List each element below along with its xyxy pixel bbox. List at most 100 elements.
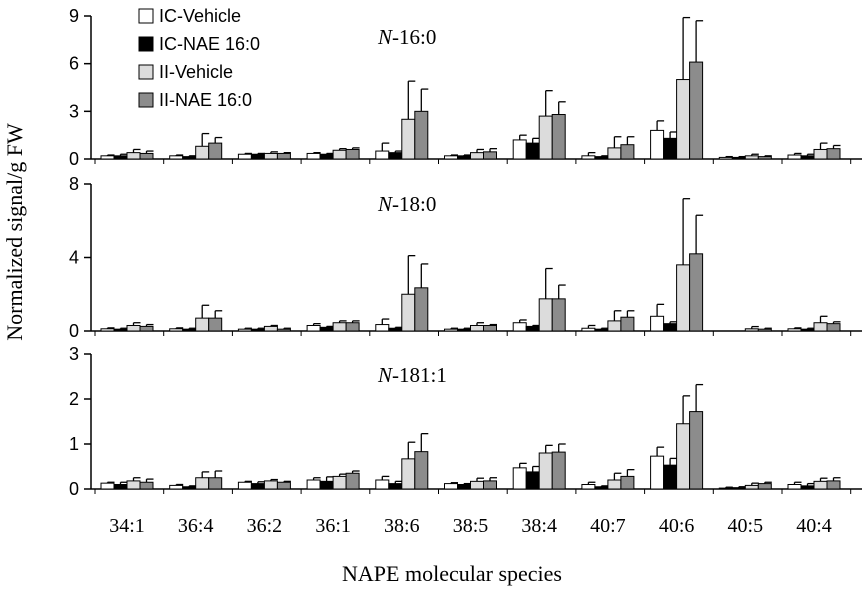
bar (414, 110, 429, 160)
panel-title: N-18:0 (377, 192, 436, 216)
bar (538, 452, 553, 490)
bar (457, 484, 471, 490)
y-tick-label: 3 (69, 344, 79, 364)
bar (620, 144, 635, 160)
bar (401, 458, 416, 490)
bar (470, 152, 484, 160)
category-label: 36:1 (315, 515, 351, 537)
legend-swatch (138, 64, 154, 80)
bar (195, 477, 210, 490)
bar (757, 328, 772, 332)
bar (813, 480, 828, 490)
series-ii-nae-16-0 (139, 383, 841, 490)
bar (800, 485, 815, 490)
bar (113, 328, 128, 332)
bar (444, 483, 458, 490)
bar (676, 79, 691, 160)
bar (663, 323, 678, 332)
bar (512, 139, 527, 160)
bar (332, 322, 347, 332)
bar (620, 475, 635, 490)
panel-title-suffix: -18:0 (392, 192, 436, 216)
bar (100, 328, 115, 332)
panel-title: N-181:1 (377, 363, 447, 387)
bar (414, 287, 429, 332)
bar (470, 480, 484, 490)
bar (787, 484, 802, 490)
bar (731, 487, 746, 490)
bar (607, 147, 622, 160)
bar (607, 479, 622, 490)
panel-1: 0 3 6 9 N-16:0 (69, 6, 862, 169)
bar (551, 451, 566, 490)
bar (319, 153, 334, 160)
panel-2: 0 4 8 N-18:0 (69, 174, 862, 341)
y-tick-label: 9 (69, 6, 79, 26)
bar (650, 315, 665, 332)
bar (826, 323, 841, 332)
bar (551, 114, 566, 160)
bar (139, 481, 154, 490)
bar (512, 467, 527, 490)
bar (718, 156, 733, 160)
bar (800, 155, 815, 160)
bar (100, 482, 115, 490)
category-label: 40:7 (590, 515, 626, 537)
bar (113, 484, 128, 490)
bar (208, 317, 223, 332)
bar (607, 320, 622, 332)
bar (813, 322, 828, 332)
bar (594, 328, 609, 332)
y-tick-label: 1 (69, 434, 79, 454)
bar (470, 324, 484, 332)
legend-label: IC-Vehicle (159, 6, 241, 26)
y-tick-label: 3 (69, 101, 79, 121)
legend: IC-Vehicle IC-NAE 16:0 II-Vehicle II-NAE 16… (138, 6, 260, 110)
panel-title-prefix: N (377, 192, 393, 216)
bar (276, 152, 291, 160)
bar (757, 156, 772, 160)
y-tick-label: 0 (69, 321, 79, 341)
bar (139, 325, 154, 332)
bar (457, 155, 471, 160)
bar (663, 137, 678, 160)
y-axis-title: Normalized signal/g FW (2, 123, 27, 341)
bar (689, 253, 704, 332)
panel-title-prefix: N (377, 25, 393, 49)
panel-title-suffix: -181:1 (392, 363, 447, 387)
bar (276, 328, 291, 332)
bar (250, 328, 265, 332)
legend-label: II-NAE 16:0 (159, 90, 252, 110)
series-ii-nae-16-0 (139, 214, 841, 332)
bar (787, 154, 802, 160)
bar (182, 328, 197, 332)
bar (388, 327, 403, 332)
series-ii-vehicle (126, 198, 828, 332)
bar (126, 152, 141, 160)
bar (581, 484, 596, 490)
bar (306, 152, 321, 160)
bar (208, 142, 223, 160)
bar (401, 118, 416, 160)
bar (689, 411, 704, 490)
category-label: 36:4 (178, 515, 214, 537)
series-ic-vehicle (100, 446, 802, 490)
bar (744, 155, 759, 160)
bar (457, 328, 471, 332)
category-label: 38:4 (521, 515, 557, 537)
bar (650, 129, 665, 160)
bar (512, 322, 527, 332)
bar (551, 298, 566, 332)
bar (182, 156, 197, 160)
bar (538, 115, 553, 160)
y-tick-label: 8 (69, 174, 79, 194)
bar (401, 293, 416, 332)
bar (169, 484, 184, 490)
bar (345, 148, 360, 160)
bar (332, 475, 347, 490)
panel-3: 0 1 2 3 N-181:1 (69, 344, 862, 499)
y-tick-label: 6 (69, 54, 79, 74)
bar (139, 152, 154, 160)
